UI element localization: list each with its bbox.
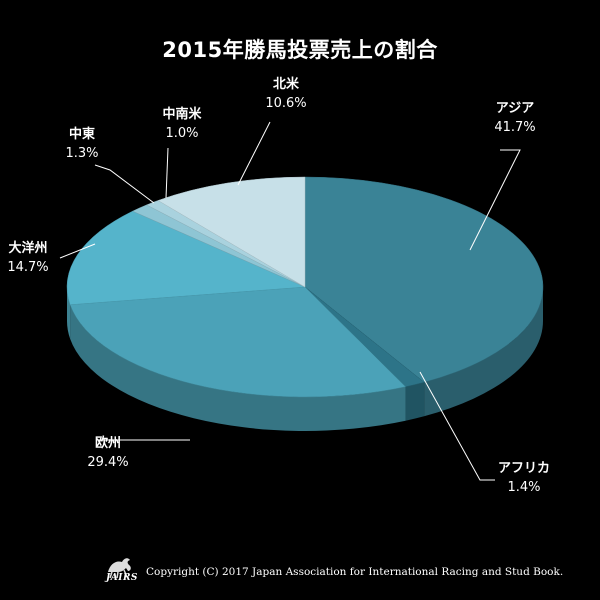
slice-5-label: 中南米 — [162, 106, 202, 122]
slice-0-value: 41.7% — [494, 120, 535, 135]
slice-0-label: アジア — [496, 101, 534, 116]
slice-6-value: 10.6% — [265, 96, 306, 111]
slice-0-leader-line — [469, 149, 521, 251]
slice-0-side — [424, 287, 543, 417]
slice-4-label: 中東 — [69, 126, 95, 142]
jairs-horse-logo-icon — [108, 558, 131, 579]
logo-text: JAIRS — [106, 573, 138, 583]
slice-6-label: 北米 — [273, 76, 300, 92]
slice-5-leader-line — [165, 147, 169, 199]
chart-title: 2015年勝馬投票売上の割合 — [162, 38, 438, 62]
copyright-text: Copyright (C) 2017 Japan Association for… — [146, 566, 564, 578]
slice-5-value: 1.0% — [165, 126, 198, 141]
slice-4-value: 1.3% — [65, 146, 98, 161]
slice-3-leader-line — [59, 243, 96, 259]
slice-1-value: 1.4% — [507, 480, 540, 495]
slice-3 — [66, 210, 306, 305]
slice-1-leader-line — [419, 371, 495, 481]
slice-3-value: 14.7% — [7, 260, 48, 275]
slice-0 — [304, 176, 544, 383]
slice-1-side — [405, 382, 425, 421]
slice-4-leader-line — [94, 164, 155, 204]
slice-2-label: 欧州 — [95, 435, 121, 451]
slice-2 — [69, 286, 407, 398]
slice-1-label: アフリカ — [498, 461, 550, 476]
slice-2-side — [70, 304, 406, 431]
slice-3-label: 大洋州 — [8, 240, 47, 256]
slice-6-leader-line — [237, 121, 271, 186]
slice-3-side — [67, 287, 71, 339]
footer: JAIRS Copyright (C) 2017 Japan Associati… — [100, 554, 590, 588]
slice-2-value: 29.4% — [87, 455, 128, 470]
